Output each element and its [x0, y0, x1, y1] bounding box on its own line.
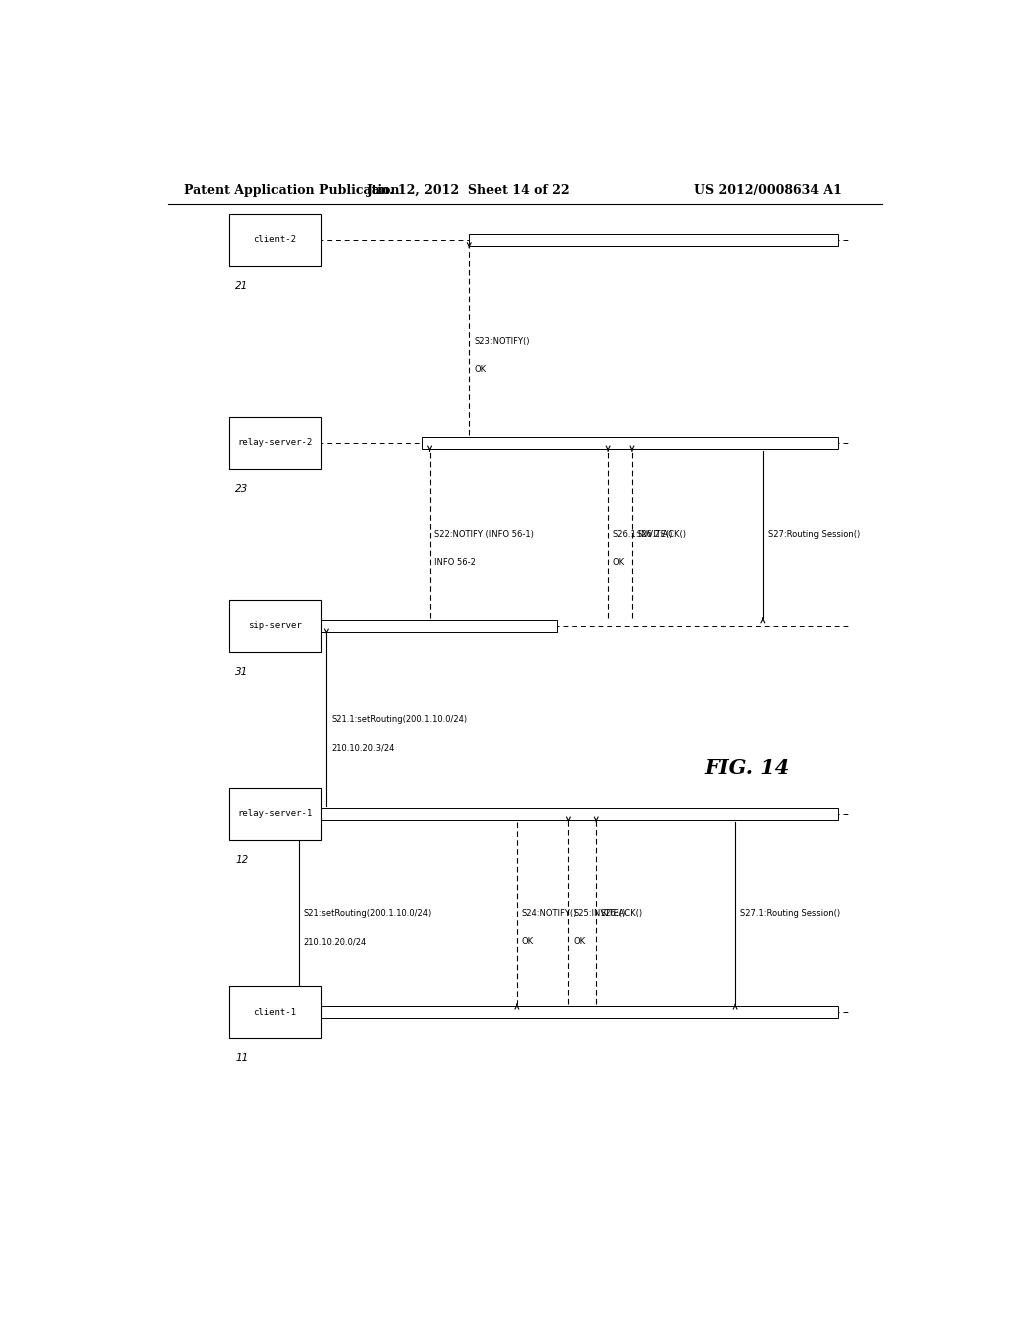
Text: S26.1:INVITE(): S26.1:INVITE(): [613, 529, 673, 539]
Text: S21:setRouting(200.1.10.0/24): S21:setRouting(200.1.10.0/24): [303, 908, 432, 917]
Bar: [283, 808, 839, 820]
Bar: [469, 234, 839, 246]
Text: OK: OK: [521, 937, 534, 946]
Text: 21: 21: [236, 281, 249, 290]
FancyBboxPatch shape: [228, 214, 321, 265]
Text: S26:ACK(): S26:ACK(): [601, 908, 643, 917]
Text: US 2012/0008634 A1: US 2012/0008634 A1: [694, 185, 842, 198]
FancyBboxPatch shape: [228, 788, 321, 840]
Text: S27.1:Routing Session(): S27.1:Routing Session(): [740, 908, 840, 917]
Text: OK: OK: [573, 937, 586, 946]
Text: OK: OK: [613, 558, 625, 568]
Text: OK: OK: [474, 366, 486, 375]
Text: 12: 12: [236, 855, 249, 865]
Text: S22:NOTIFY (INFO 56-1): S22:NOTIFY (INFO 56-1): [434, 529, 535, 539]
Text: 11: 11: [236, 1053, 249, 1064]
Text: Patent Application Publication: Patent Application Publication: [183, 185, 399, 198]
Text: 23: 23: [236, 484, 249, 494]
FancyBboxPatch shape: [228, 986, 321, 1038]
Text: S24:NOTIFY(): S24:NOTIFY(): [521, 908, 577, 917]
Text: 210.10.20.0/24: 210.10.20.0/24: [303, 937, 367, 946]
Text: client-1: client-1: [253, 1007, 296, 1016]
Bar: [283, 1006, 839, 1018]
Text: S25:INVITE(): S25:INVITE(): [573, 908, 626, 917]
Text: S27:Routing Session(): S27:Routing Session(): [768, 529, 860, 539]
Bar: [283, 620, 557, 632]
Text: INFO 56-2: INFO 56-2: [434, 558, 476, 568]
FancyBboxPatch shape: [228, 417, 321, 469]
Text: S26.2:ACK(): S26.2:ACK(): [637, 529, 687, 539]
Text: relay-server-2: relay-server-2: [238, 438, 312, 447]
FancyBboxPatch shape: [228, 601, 321, 652]
Bar: [422, 437, 839, 449]
Text: 210.10.20.3/24: 210.10.20.3/24: [331, 744, 394, 752]
Text: S21.1:setRouting(200.1.10.0/24): S21.1:setRouting(200.1.10.0/24): [331, 715, 467, 725]
Text: sip-server: sip-server: [248, 622, 302, 631]
Text: FIG. 14: FIG. 14: [705, 758, 790, 779]
Text: client-2: client-2: [253, 235, 296, 244]
Text: S23:NOTIFY(): S23:NOTIFY(): [474, 337, 529, 346]
Text: 31: 31: [236, 667, 249, 677]
Text: relay-server-1: relay-server-1: [238, 809, 312, 818]
Text: Jan. 12, 2012  Sheet 14 of 22: Jan. 12, 2012 Sheet 14 of 22: [368, 185, 571, 198]
